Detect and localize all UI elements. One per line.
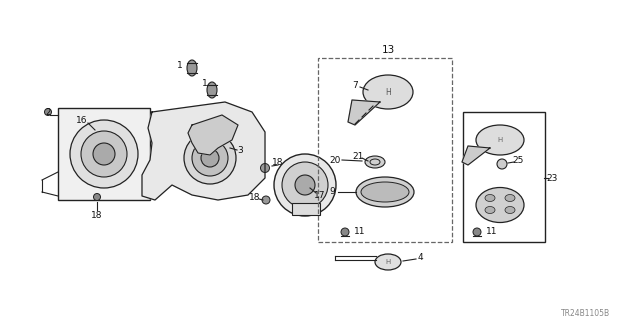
Text: H: H [385,259,390,265]
Ellipse shape [201,149,219,167]
Text: 17: 17 [314,190,326,199]
Text: 11: 11 [486,228,498,236]
Ellipse shape [93,143,115,165]
Text: H: H [497,137,502,143]
Ellipse shape [260,164,269,172]
Ellipse shape [70,120,138,188]
Ellipse shape [184,132,236,184]
Polygon shape [188,115,238,155]
Bar [463,112,545,242]
Ellipse shape [45,108,51,116]
Text: 18: 18 [272,157,284,166]
Text: TR24B1105B: TR24B1105B [561,309,610,318]
Bar [292,203,320,215]
Ellipse shape [375,254,401,270]
Ellipse shape [207,82,217,98]
Text: 16: 16 [76,116,88,124]
Text: 23: 23 [547,173,557,182]
Text: 3: 3 [237,146,243,155]
Ellipse shape [282,162,328,208]
Ellipse shape [505,206,515,213]
Polygon shape [462,146,490,165]
Bar [318,58,452,242]
Text: 1: 1 [202,78,208,87]
Ellipse shape [363,75,413,109]
Ellipse shape [476,188,524,222]
Text: 1: 1 [177,60,183,69]
Ellipse shape [361,182,409,202]
Text: H: H [385,87,391,97]
Ellipse shape [497,159,507,169]
Ellipse shape [192,140,228,176]
Bar [58,108,150,200]
Ellipse shape [262,196,270,204]
Text: 21: 21 [352,151,364,161]
Ellipse shape [485,195,495,202]
Text: 13: 13 [381,45,395,55]
Ellipse shape [473,228,481,236]
Text: 25: 25 [512,156,524,164]
Ellipse shape [93,194,100,201]
Ellipse shape [81,131,127,177]
Text: 20: 20 [330,156,340,164]
Text: 2: 2 [45,108,51,116]
Polygon shape [142,102,265,200]
Text: 18: 18 [92,211,103,220]
Ellipse shape [505,195,515,202]
Text: 4: 4 [417,253,423,262]
Ellipse shape [341,228,349,236]
Text: 7: 7 [352,81,358,90]
Text: 11: 11 [355,228,365,236]
Text: 18: 18 [249,194,260,203]
Ellipse shape [485,206,495,213]
Ellipse shape [356,177,414,207]
Ellipse shape [476,125,524,155]
Polygon shape [348,100,380,125]
Ellipse shape [274,154,336,216]
Ellipse shape [187,60,197,76]
Ellipse shape [295,175,315,195]
Text: 9: 9 [329,188,335,196]
Ellipse shape [365,156,385,168]
